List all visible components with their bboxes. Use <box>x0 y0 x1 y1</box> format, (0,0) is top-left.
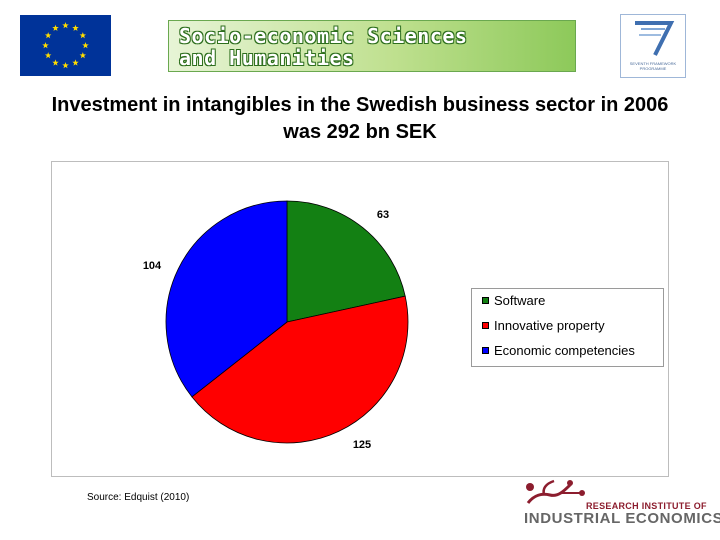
fp7-logo: SEVENTH FRAMEWORK PROGRAMME <box>620 14 686 78</box>
eu-star-icon <box>62 62 69 69</box>
legend-label-economic-competencies: Economic competencies <box>494 342 635 358</box>
eu-star-icon <box>52 24 59 31</box>
banner-line-1: Socio-economic Sciences <box>179 24 468 48</box>
source-note: Source: Edquist (2010) <box>87 492 190 503</box>
institute-name-line-1: RESEARCH INSTITUTE OF <box>586 501 707 511</box>
eu-star-icon <box>72 24 79 31</box>
research-institute-logo: RESEARCH INSTITUTE OF INDUSTRIAL ECONOMI… <box>520 477 720 532</box>
fp7-caption-line-1: SEVENTH FRAMEWORK <box>629 61 677 66</box>
banner-line-2: and Humanities <box>179 46 355 70</box>
ssh-banner-logo: Socio-economic Sciences and Humanities <box>168 20 576 72</box>
eu-star-icon <box>44 32 52 39</box>
legend-item-software: Software <box>482 292 545 308</box>
tree-icon <box>526 479 585 504</box>
eu-star-icon <box>79 52 87 59</box>
eu-star-icon <box>44 52 52 59</box>
legend-item-economic-competencies: Economic competencies <box>482 342 635 358</box>
eu-stars-icon <box>42 22 89 69</box>
fp7-logo-icon <box>635 21 675 56</box>
legend-label-software: Software <box>494 292 546 308</box>
fp7-caption: SEVENTH FRAMEWORK PROGRAMME <box>621 61 685 71</box>
slide-title: Investment in intangibles in the Swedish… <box>51 94 669 143</box>
eu-star-icon <box>82 42 89 49</box>
eu-star-icon <box>62 22 69 29</box>
chart-legend: Software Innovative property Economic co… <box>471 288 664 367</box>
data-label-innovative-property: 125 <box>353 439 371 451</box>
legend-swatch-software <box>482 296 489 304</box>
data-label-economic-competencies: 104 <box>143 260 162 272</box>
institute-name-line-2: INDUSTRIAL ECONOMICS <box>524 510 720 527</box>
data-label-software: 63 <box>377 209 389 221</box>
pie-slice-economic-competencies <box>165 200 288 398</box>
legend-item-innovative-property: Innovative property <box>482 317 605 333</box>
legend-swatch-innovative-property <box>482 321 489 329</box>
fp7-caption-line-2: PROGRAMME <box>639 66 667 71</box>
legend-label-innovative-property: Innovative property <box>494 317 605 333</box>
legend-swatch-economic-competencies <box>482 346 489 354</box>
eu-star-icon <box>42 42 49 49</box>
pie-slice-innovative-property <box>191 295 409 444</box>
eu-star-icon <box>79 32 87 39</box>
eu-star-icon <box>72 59 79 66</box>
pie-slice-software <box>286 200 406 323</box>
eu-flag-logo <box>20 15 111 76</box>
eu-star-icon <box>52 59 59 66</box>
